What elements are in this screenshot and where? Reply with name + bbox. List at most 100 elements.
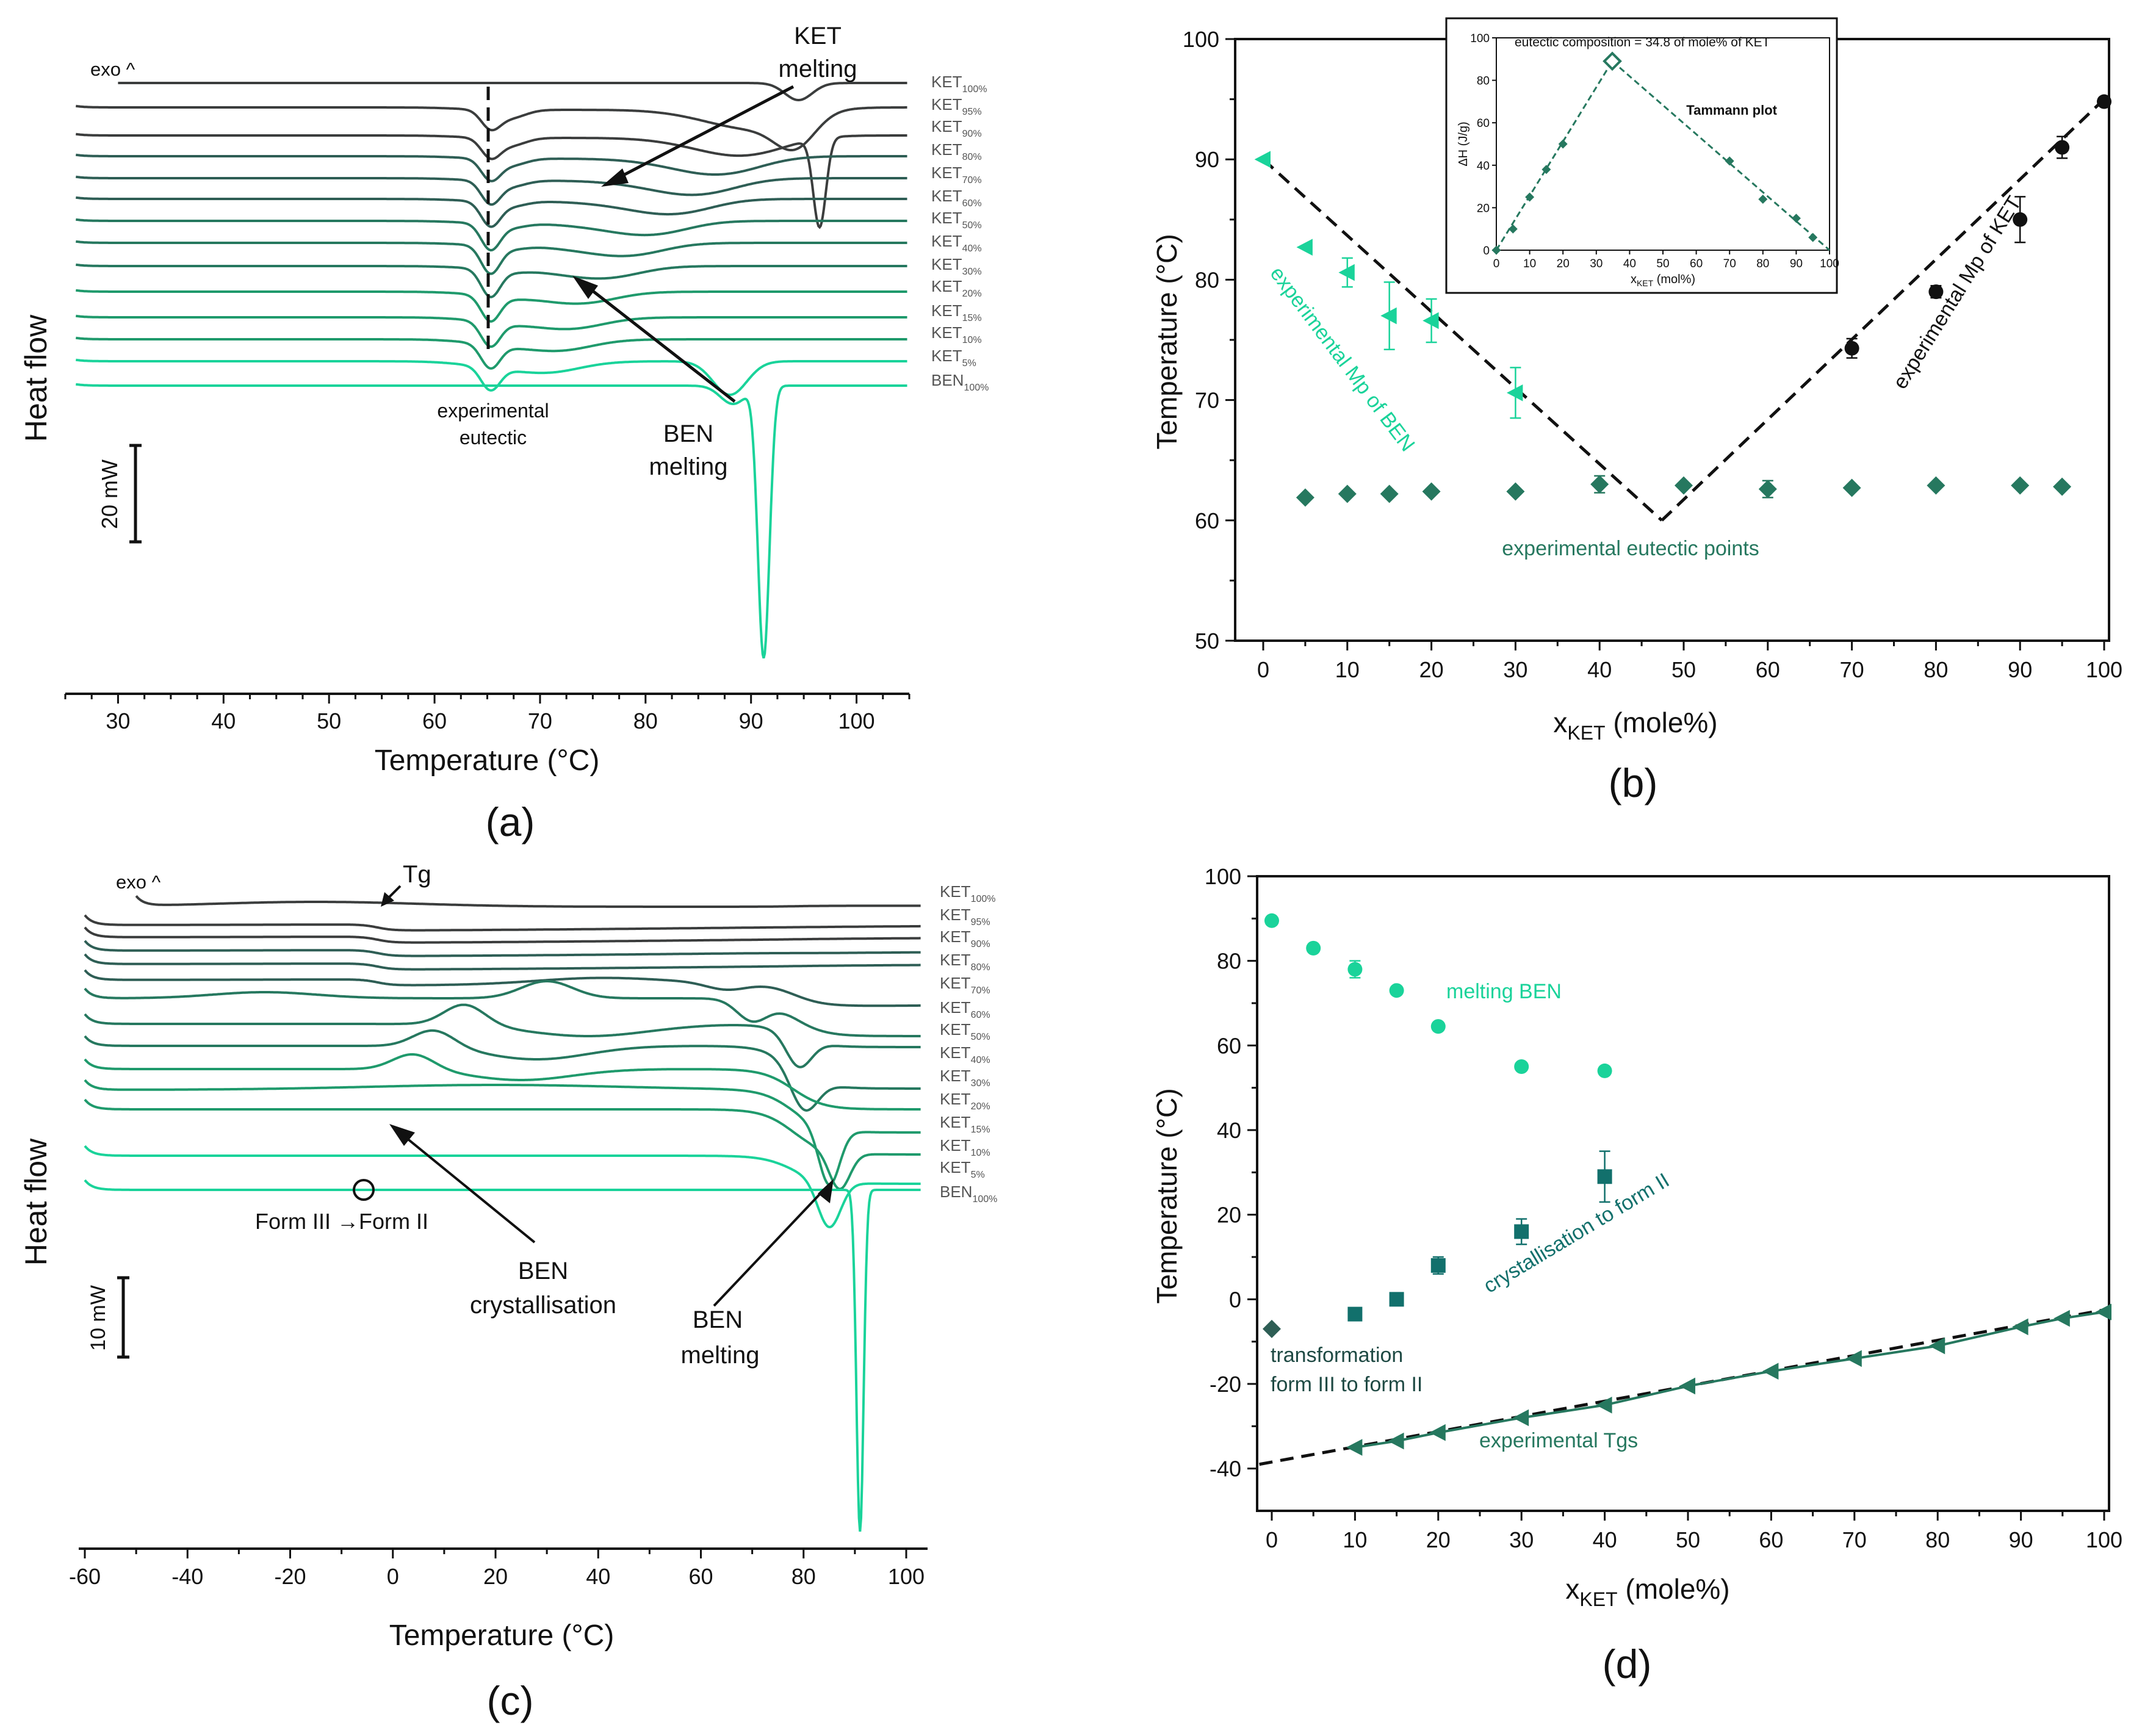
panel-b-x-tick-label: 30 [1503, 657, 1527, 682]
panel-b-ylabel: Temperature (°C) [1151, 234, 1183, 449]
panel-a-trace-label: KET50% [931, 209, 982, 231]
panel-d-x-tick-label: 100 [2086, 1527, 2122, 1552]
panel-b-inset-point [1725, 156, 1734, 166]
panel-b-inset-x-tick-label: 90 [1790, 258, 1803, 270]
panel-b-inset-x-tick-label: 100 [1820, 258, 1839, 270]
panel-a-trace-ket-30 [75, 263, 907, 298]
panel-d-series-label-tg: experimental Tgs [1479, 1429, 1638, 1452]
panel-b-point [1380, 307, 1397, 325]
panel-d-point [1346, 1439, 1363, 1456]
panel-d-series-label-cryst: crystallisation to form II [1480, 1169, 1674, 1298]
panel-c-x-tick-label: 40 [586, 1564, 610, 1589]
panel-c-x-tick-label: -20 [274, 1564, 306, 1589]
panel-b-x-tick-label: 100 [2086, 657, 2122, 682]
panel-d-plot-frame [1256, 875, 2110, 1512]
panel-c-annotation-tg: Tg [403, 861, 431, 888]
panel-c-annotation-ben-melting-2: melting [681, 1342, 760, 1369]
panel-b-inset-x-tick-label: 80 [1756, 258, 1769, 270]
panel-b-inset-point [1558, 139, 1568, 149]
panel-c-trace-ben-100 [84, 1179, 921, 1532]
panel-c-trace-label: KET15% [940, 1113, 990, 1135]
panel-c-dsc-cooled: KET100%KET95%KET90%KET80%KET70%KET60%KET… [19, 861, 997, 1723]
panel-b-inset-y-tick-label: 100 [1470, 32, 1490, 45]
panel-b-inset-point [1791, 214, 1801, 223]
panel-d-ylabel: Temperature (°C) [1151, 1088, 1183, 1303]
panel-b-point [2055, 140, 2070, 155]
panel-b-inset-point [1508, 224, 1518, 234]
panel-d-label: (d) [1603, 1641, 1652, 1687]
panel-b-inset-x-tick-label: 20 [1557, 258, 1570, 270]
panel-a-annotation-ket-melting-1: KET [794, 23, 842, 49]
panel-d-point [1306, 940, 1321, 956]
panel-a-annotation-ket-melting-2: melting [779, 56, 857, 82]
panel-c-trace-ket-40 [84, 1003, 921, 1068]
panel-d-transitions: 0 10 20 30 40 50 60 70 80 90 100 -40 -20 0 20 40 60 80 100… [1151, 864, 2122, 1687]
panel-c-trace-ket-20 [84, 1053, 921, 1111]
svg-text:Heat flow: Heat flow [19, 314, 53, 442]
panel-c-trace-ket-70 [84, 953, 921, 971]
panel-d-points [1263, 913, 2111, 1456]
panel-d-y-tick-label: 60 [1217, 1033, 1241, 1058]
panel-a-x-tick-label: 50 [317, 708, 341, 733]
svg-text:10 mW: 10 mW [87, 1285, 110, 1351]
panel-b-point [1422, 312, 1439, 330]
panel-b-inset-ylabel: ΔH (J/g) [1457, 121, 1470, 166]
panel-d-xlabel: xKET (mole%) [1565, 1573, 1729, 1610]
panel-c-trace-labels: KET100%KET95%KET90%KET80%KET70%KET60%KET… [940, 882, 997, 1205]
panel-d-point [1679, 1377, 1695, 1395]
panel-b-inset-point [1808, 232, 1818, 242]
panel-d-point [1389, 983, 1404, 998]
panel-b-point [1844, 340, 1859, 356]
panel-b-inset-x-tick-label: 40 [1623, 258, 1636, 270]
panel-c-x-tick-label: -40 [171, 1564, 203, 1589]
panel-b-inset-xlabel: xKET (mol%) [1631, 273, 1695, 288]
panel-b-point [1296, 488, 1314, 507]
panel-a-trace-ket-20 [75, 289, 907, 323]
panel-b-y-tick-label: 70 [1195, 388, 1219, 413]
panel-c-trace-ket-50 [84, 980, 921, 1037]
panel-d-point [1347, 1306, 1363, 1322]
panel-c-x-tick-label: 0 [387, 1564, 399, 1589]
panel-b-point [1338, 484, 1357, 503]
panel-d-series-label-transform-1: transformation [1271, 1344, 1403, 1367]
panel-b-y-tick-label: 80 [1195, 267, 1219, 292]
panel-c-annotation-ben-melting-1: BEN [693, 1306, 743, 1333]
panel-b-inset-x-tick-label: 50 [1656, 258, 1669, 270]
panel-b-inset-eutectic-point [1603, 51, 1622, 71]
panel-b-label: (b) [1609, 760, 1658, 805]
panel-c-annotation-ben-cryst-1: BEN [518, 1258, 568, 1284]
panel-c-trace-ket-10 [84, 1098, 921, 1190]
panel-a-trace-ket-90 [75, 132, 907, 229]
panel-a-trace-label: KET95% [931, 95, 982, 117]
panel-d-axes: 0 10 20 30 40 50 60 70 80 90 100 -40 -20 0 20 40 60 80 100 [1205, 864, 2122, 1552]
panel-a-label: (a) [486, 799, 535, 845]
panel-c-x-tick-label: -60 [69, 1564, 101, 1589]
panel-b-y-tick-label: 60 [1195, 508, 1219, 533]
panel-b-point [1675, 476, 1693, 495]
panel-c-xlabel: Temperature (°C) [389, 1619, 615, 1652]
svg-text:experimental Mp of BEN: experimental Mp of BEN [1266, 262, 1419, 456]
panel-b-y-tick-label: 90 [1195, 147, 1219, 172]
panel-b-inset-frame [1445, 17, 1838, 294]
panel-b-series-label-ket: experimental Mp of KET [1889, 192, 2026, 393]
panel-b-inset-y-tick-label: 60 [1477, 117, 1490, 130]
panel-c-trace-ket-5 [84, 1145, 921, 1228]
panel-b-point [1296, 239, 1313, 256]
panel-b-points [1254, 94, 2111, 507]
panel-b-point [1842, 478, 1861, 497]
panel-a-trace-ket-5 [75, 358, 907, 397]
panel-b-inset-y-tick-label: 0 [1483, 245, 1490, 258]
panel-d-point [2053, 1309, 2070, 1327]
panel-b-point [1758, 480, 1777, 499]
panel-b-inset-line [1495, 60, 1614, 251]
panel-c-trace-label: KET10% [940, 1136, 990, 1158]
panel-d-x-tick-label: 20 [1426, 1527, 1451, 1552]
panel-d-point [1347, 962, 1363, 977]
panel-d-point [1429, 1424, 1446, 1441]
panel-a-x-tick-label: 30 [106, 708, 130, 733]
panel-b-x-tick-label: 20 [1419, 657, 1444, 682]
panel-b-x-tick-label: 80 [1924, 657, 1948, 682]
panel-b-inset-y-tick-label: 20 [1477, 202, 1490, 215]
panel-b-x-tick-label: 50 [1671, 657, 1696, 682]
